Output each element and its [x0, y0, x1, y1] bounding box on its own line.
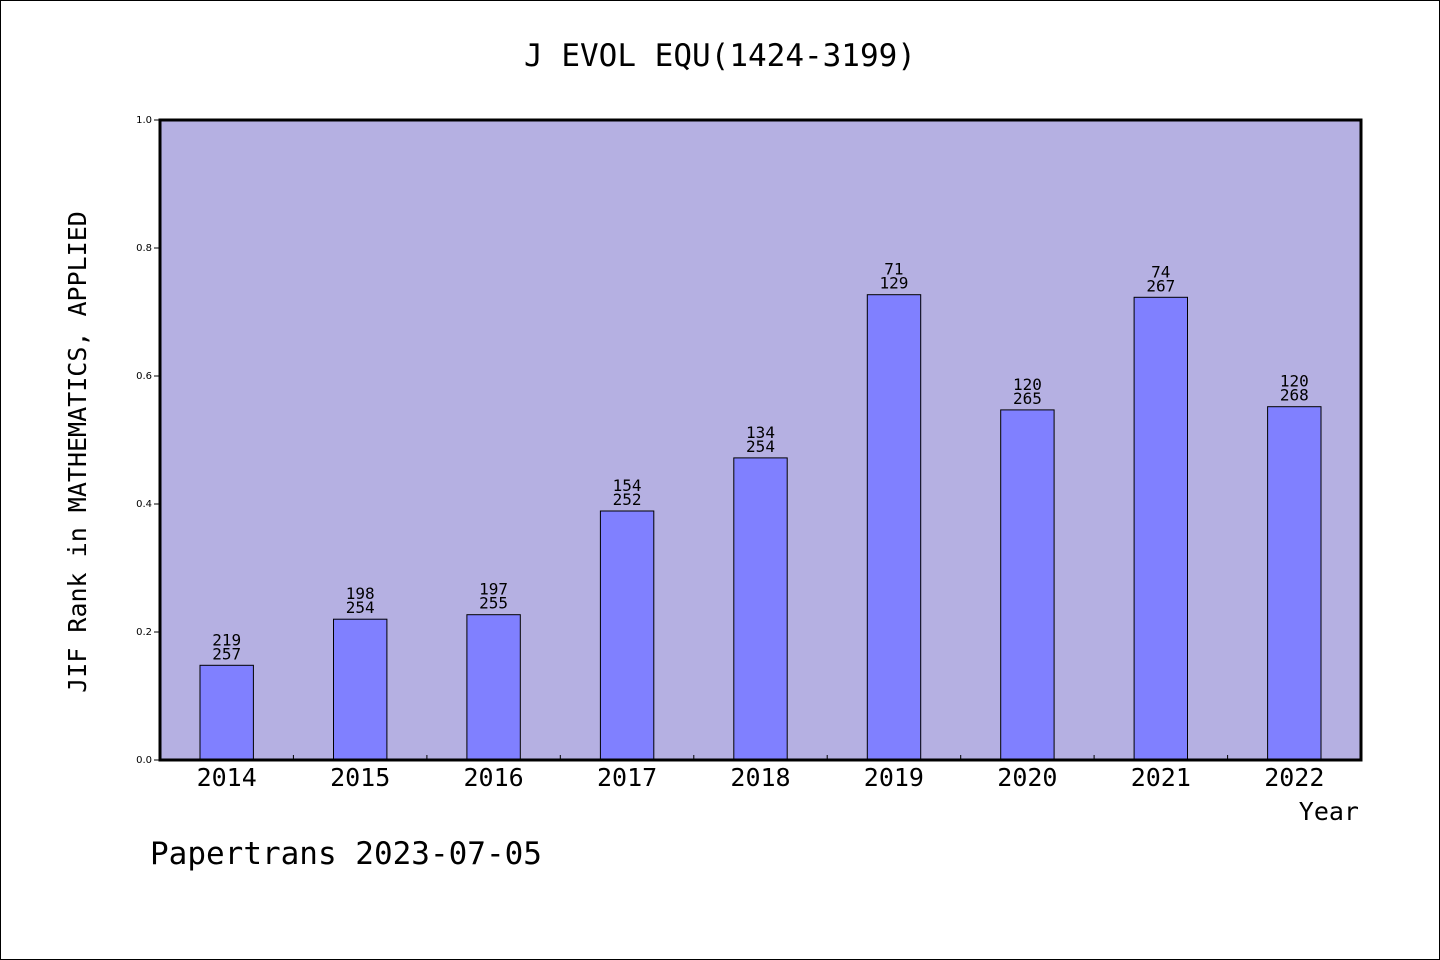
bar-total-label: 268 [1280, 386, 1309, 405]
x-tick-label: 2016 [463, 763, 523, 792]
bar-total-label: 254 [746, 437, 775, 456]
x-axis-label: Year [1299, 797, 1359, 826]
bar-rank-label: 134 [746, 423, 775, 442]
y-tick-label: 1.0 [136, 115, 152, 126]
bar-rank-label: 154 [613, 476, 642, 495]
bar [333, 618, 388, 761]
bar-total-label: 129 [879, 274, 908, 293]
x-tick-label: 2015 [330, 763, 390, 792]
bar-total-label: 265 [1013, 389, 1042, 408]
bar-rank-label: 74 [1151, 262, 1170, 281]
bar [1000, 409, 1055, 761]
x-tick-label: 2021 [1131, 763, 1191, 792]
bar-total-label: 252 [613, 490, 642, 509]
bar-rank-label: 219 [212, 630, 241, 649]
y-axis-label: JIF Rank in MATHEMATICS, APPLIED [63, 211, 92, 693]
bar [199, 664, 254, 761]
bar-rank-label: 198 [346, 584, 375, 603]
x-tick-label: 2020 [997, 763, 1057, 792]
y-tick-label: 0.0 [136, 755, 152, 766]
footer-text: Papertrans 2023-07-05 [150, 836, 542, 872]
bar-rank-label: 197 [479, 580, 508, 599]
y-tick-label: 0.6 [136, 371, 152, 382]
chart-title: J EVOL EQU(1424-3199) [524, 38, 916, 74]
y-tick-label: 0.2 [136, 627, 152, 638]
bar [1267, 406, 1322, 761]
y-tick-label: 0.8 [136, 243, 152, 254]
bars-group: 2192571982541972551542521342547112912026… [199, 260, 1322, 761]
x-tick-label: 2022 [1264, 763, 1324, 792]
plot-border [158, 118, 1363, 762]
x-tick-label: 2018 [730, 763, 790, 792]
x-tick-label: 2014 [197, 763, 257, 792]
bar-total-label: 257 [212, 644, 241, 663]
bar-total-label: 254 [346, 598, 375, 617]
bar-rank-label: 120 [1280, 372, 1309, 391]
x-tick-label: 2019 [864, 763, 924, 792]
bar [599, 510, 655, 761]
bar-total-label: 267 [1146, 276, 1175, 295]
x-axis-ticks: 2014 2015 2016 2017 2018 2019 2020 2021 2022 [197, 755, 1324, 792]
bar-rank-label: 71 [884, 260, 903, 279]
bar [866, 294, 922, 761]
bar-total-label: 255 [479, 594, 508, 613]
bar [466, 614, 521, 761]
y-axis-ticks: 0.0 0.2 0.4 0.6 0.8 1.0 [136, 115, 160, 766]
x-tick-label: 2017 [597, 763, 657, 792]
bar-rank-label: 120 [1013, 375, 1042, 394]
bar [733, 457, 788, 761]
y-tick-label: 0.4 [136, 499, 152, 510]
bar [1133, 296, 1188, 761]
